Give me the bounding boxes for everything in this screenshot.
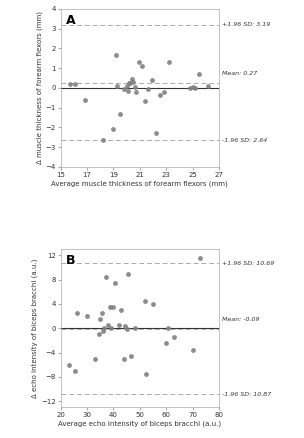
Point xyxy=(165,325,170,332)
Text: +1.96 SD: 10.69: +1.96 SD: 10.69 xyxy=(222,261,274,266)
Y-axis label: Δ muscle thickness of forearm flexors (mm): Δ muscle thickness of forearm flexors (m… xyxy=(36,11,43,164)
Point xyxy=(127,79,132,86)
Point xyxy=(206,82,211,89)
Point xyxy=(123,323,128,330)
X-axis label: Average echo intensity of biceps bracchi (a.u.): Average echo intensity of biceps bracchi… xyxy=(58,421,221,427)
Point xyxy=(111,126,116,133)
Point xyxy=(106,321,111,328)
Point xyxy=(131,78,136,85)
Point xyxy=(126,87,130,94)
Point xyxy=(198,255,203,262)
Point xyxy=(99,310,104,317)
Point xyxy=(124,325,129,332)
Point xyxy=(166,59,171,66)
Point xyxy=(74,310,79,317)
Point xyxy=(116,321,121,328)
Point xyxy=(98,316,103,323)
Point xyxy=(118,110,123,117)
Point xyxy=(132,83,137,90)
Point xyxy=(107,304,112,311)
Point xyxy=(73,367,78,374)
Point xyxy=(101,328,105,335)
Point xyxy=(190,83,195,90)
Point xyxy=(157,91,162,98)
Point xyxy=(97,331,102,338)
Text: +1.96 SD: 3.19: +1.96 SD: 3.19 xyxy=(222,22,270,27)
Point xyxy=(136,59,141,66)
Text: A: A xyxy=(66,14,75,27)
Point xyxy=(66,361,71,368)
Point xyxy=(164,340,169,347)
Point xyxy=(149,76,154,83)
Point xyxy=(122,85,126,92)
Point xyxy=(122,355,126,362)
Point xyxy=(101,137,105,144)
X-axis label: Average muscle thickness of forearm flexors (mm): Average muscle thickness of forearm flex… xyxy=(51,180,228,187)
Y-axis label: Δ echo intensity of biceps bracchi (a.u.): Δ echo intensity of biceps bracchi (a.u.… xyxy=(32,258,38,398)
Point xyxy=(150,300,155,307)
Point xyxy=(145,85,150,92)
Point xyxy=(119,307,124,314)
Point xyxy=(190,346,195,353)
Point xyxy=(143,297,147,304)
Text: B: B xyxy=(66,254,75,267)
Point xyxy=(73,81,78,88)
Point xyxy=(130,75,134,82)
Point xyxy=(114,52,119,59)
Point xyxy=(67,81,72,88)
Point xyxy=(82,96,87,103)
Point xyxy=(133,88,138,95)
Point xyxy=(140,63,145,70)
Point xyxy=(197,71,202,78)
Point xyxy=(93,355,98,362)
Point xyxy=(115,82,120,89)
Point xyxy=(103,273,108,280)
Point xyxy=(161,88,166,95)
Point xyxy=(128,352,133,359)
Point xyxy=(128,79,133,86)
Point xyxy=(85,313,90,320)
Point xyxy=(102,325,107,332)
Point xyxy=(143,97,147,104)
Point xyxy=(193,85,198,92)
Point xyxy=(124,82,129,89)
Point xyxy=(188,85,192,92)
Text: -1.96 SD: 2.64: -1.96 SD: 2.64 xyxy=(222,138,267,142)
Text: Mean: -0.09: Mean: -0.09 xyxy=(222,318,260,322)
Point xyxy=(153,130,158,137)
Point xyxy=(144,371,149,378)
Point xyxy=(132,325,137,332)
Point xyxy=(172,334,177,341)
Text: Mean: 0.27: Mean: 0.27 xyxy=(222,71,257,76)
Point xyxy=(112,279,117,286)
Point xyxy=(109,325,113,332)
Text: -1.96 SD: 10.87: -1.96 SD: 10.87 xyxy=(222,392,271,397)
Point xyxy=(111,304,116,311)
Point xyxy=(126,270,130,277)
